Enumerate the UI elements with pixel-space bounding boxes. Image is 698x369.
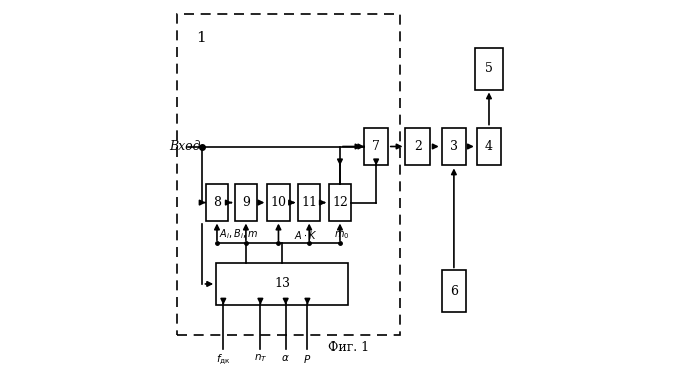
FancyBboxPatch shape	[442, 128, 466, 165]
Text: 3: 3	[450, 140, 458, 153]
FancyBboxPatch shape	[406, 128, 430, 165]
FancyBboxPatch shape	[235, 184, 257, 221]
Text: $m_0$: $m_0$	[334, 230, 350, 241]
FancyBboxPatch shape	[206, 184, 228, 221]
Text: 9: 9	[242, 196, 250, 209]
FancyBboxPatch shape	[442, 270, 466, 312]
Text: $n_T$: $n_T$	[253, 353, 267, 365]
Text: $A_i, B_i, m$: $A_i, B_i, m$	[219, 228, 258, 241]
Text: $\alpha$: $\alpha$	[281, 353, 290, 363]
FancyBboxPatch shape	[477, 128, 501, 165]
Text: Фиг. 1: Фиг. 1	[329, 341, 369, 355]
Text: $f_{\rm дк}$: $f_{\rm дк}$	[216, 353, 231, 367]
Text: 10: 10	[270, 196, 286, 209]
FancyBboxPatch shape	[298, 184, 320, 221]
Text: 8: 8	[213, 196, 221, 209]
Text: 6: 6	[450, 285, 458, 298]
FancyBboxPatch shape	[267, 184, 290, 221]
Text: 13: 13	[274, 277, 290, 290]
Text: $P$: $P$	[304, 353, 311, 365]
Text: 1: 1	[196, 31, 206, 45]
Text: $A \cdot K$: $A \cdot K$	[294, 230, 317, 241]
Text: 4: 4	[485, 140, 493, 153]
Text: 5: 5	[485, 62, 493, 75]
Text: 7: 7	[372, 140, 380, 153]
FancyBboxPatch shape	[329, 184, 351, 221]
FancyBboxPatch shape	[364, 128, 388, 165]
Text: 11: 11	[302, 196, 317, 209]
FancyBboxPatch shape	[216, 263, 348, 305]
Text: 2: 2	[414, 140, 422, 153]
Text: 12: 12	[332, 196, 348, 209]
FancyBboxPatch shape	[475, 48, 503, 90]
Text: Вход: Вход	[169, 140, 200, 153]
